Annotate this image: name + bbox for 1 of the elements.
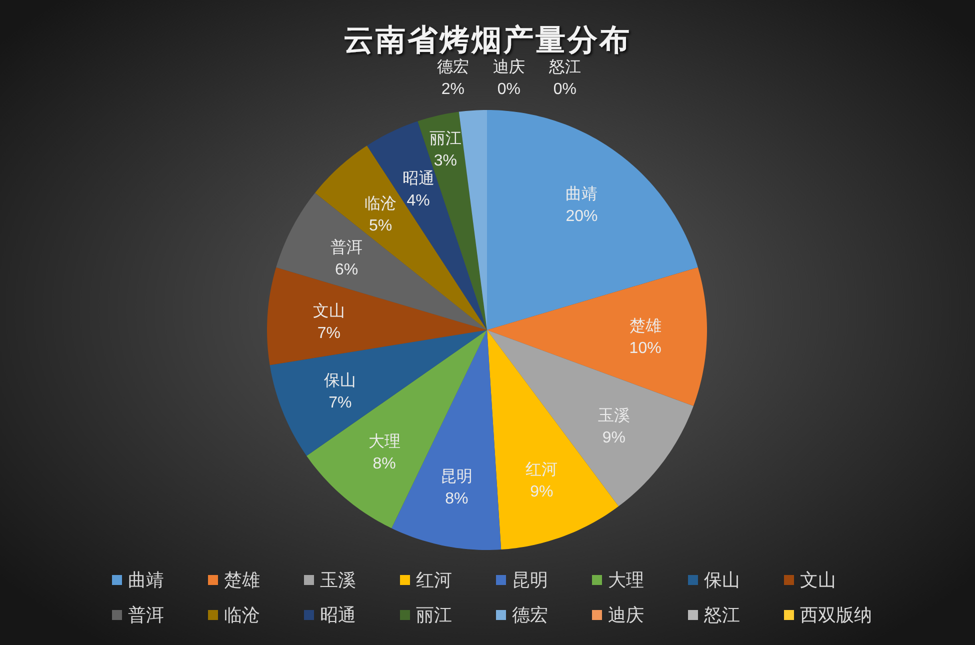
title: 云南省烤烟产量分布 [344, 24, 632, 57]
